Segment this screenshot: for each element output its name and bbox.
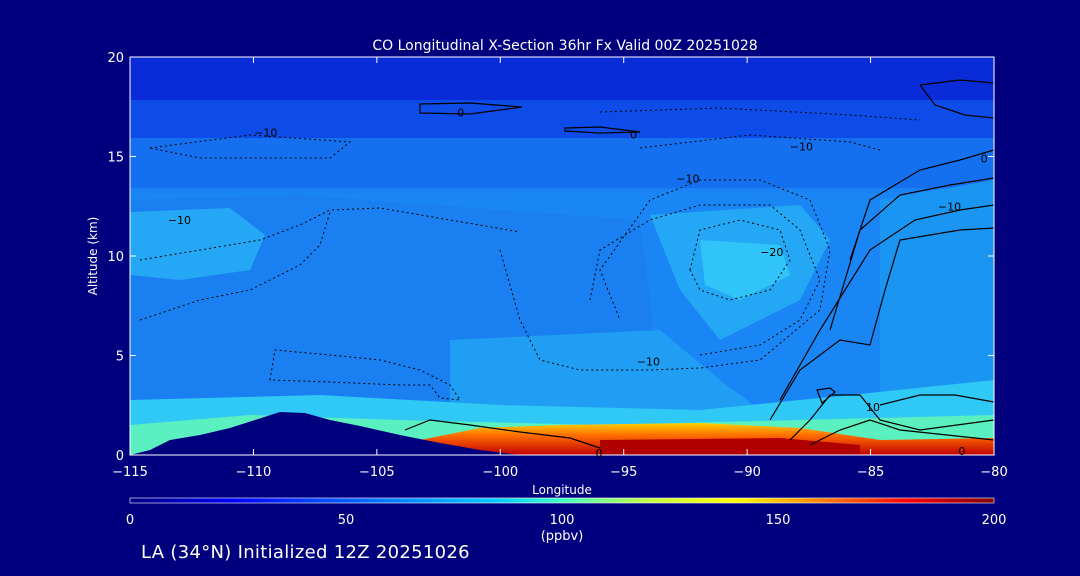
contour-solid-east-8	[879, 394, 994, 406]
y-tick-label: 15	[107, 151, 124, 166]
contour-label: −20	[760, 246, 783, 259]
contour-solid-east-3	[829, 177, 994, 331]
contour-solid-east-4	[779, 204, 994, 401]
contour-solid-boundary-0	[404, 419, 601, 449]
contour-label: 0	[457, 107, 464, 120]
co-field-patch-center-inner	[700, 240, 790, 300]
y-tick-label: 0	[116, 449, 124, 464]
colorbar-ticks: 0 50 100 150 200	[126, 513, 1007, 528]
contour-label: −10	[790, 141, 813, 154]
contour-dashed-center-1	[499, 179, 831, 371]
contour-solid-east-2	[849, 149, 994, 261]
co-field-surface-max	[600, 438, 860, 455]
contour-dashed-center-3	[689, 219, 791, 301]
contour-label: −10	[637, 355, 660, 368]
contour-lines	[404, 79, 994, 449]
y-axis-ticks: 0 5 10 15 20	[107, 51, 994, 464]
colorbar-tick-label: 150	[766, 513, 791, 528]
y-tick-label: 10	[107, 250, 124, 265]
y-tick-label: 20	[107, 51, 124, 66]
co-field-patch-west	[130, 208, 265, 280]
chart-title: CO Longitudinal X-Section 36hr Fx Valid …	[372, 38, 757, 54]
contour-label: −10	[254, 127, 277, 140]
contour-solid-0-small	[564, 126, 641, 134]
contour-label: 0	[981, 152, 988, 165]
colorbar	[129, 497, 995, 504]
x-tick-label: −115	[112, 465, 148, 480]
x-tick-label: −80	[980, 465, 1007, 480]
contour-label: 10	[866, 401, 880, 414]
contour-label: 0	[958, 445, 965, 458]
colorbar-tick-label: 0	[126, 513, 134, 528]
x-tick-label: −95	[610, 465, 637, 480]
x-axis-label: Longitude	[532, 483, 592, 497]
y-axis-label: Altitude (km)	[86, 217, 100, 296]
contour-solid-east-5	[769, 227, 994, 421]
contour-dashed-lower-1	[269, 349, 462, 401]
co-field-band-2	[130, 100, 994, 140]
colorbar-tick-label: 100	[550, 513, 575, 528]
contour-dashed-upper-east	[639, 134, 881, 151]
x-axis-ticks: −115 −110 −105 −100 −95 −90 −85 −80	[112, 57, 1008, 480]
x-tick-label: −85	[857, 465, 884, 480]
contour-labels: 0 0 −10 −10 0 −10 −10 −10 −20 −10 10 0 0	[168, 107, 988, 460]
contour-solid-east-6	[789, 394, 994, 441]
plot-area	[130, 57, 994, 455]
contour-label: −10	[168, 214, 191, 227]
y-tick-label: 5	[116, 350, 124, 365]
colorbar-tick-label: 50	[338, 513, 355, 528]
figure-caption: LA (34°N) Initialized 12Z 20251026	[141, 542, 470, 563]
colorbar-tick-label: 200	[982, 513, 1007, 528]
contour-label: −10	[676, 172, 699, 185]
contour-dashed-lines	[139, 107, 921, 401]
contour-dashed-west	[139, 207, 521, 261]
contour-label: −10	[938, 200, 961, 213]
co-field-patch-lowcenter	[450, 330, 760, 410]
contour-solid-east-7	[809, 419, 994, 446]
co-field-upper-band	[130, 57, 994, 102]
colorbar-unit-label: (ppbv)	[541, 529, 584, 544]
contour-dashed-center-2	[589, 204, 821, 356]
contour-solid-0-upper	[419, 102, 523, 115]
terrain	[130, 412, 520, 455]
x-tick-label: −100	[482, 465, 518, 480]
co-field-patch-east	[880, 180, 994, 420]
contour-label: 0	[596, 447, 603, 460]
contour-solid-east-loop	[816, 387, 836, 405]
x-tick-label: −105	[359, 465, 395, 480]
co-field-band-3	[130, 138, 994, 188]
contour-dashed-upper-strip	[599, 107, 921, 121]
contour-label: 0	[630, 129, 637, 142]
contour-dashed-upper	[149, 134, 352, 159]
x-tick-label: −90	[733, 465, 760, 480]
x-tick-label: −110	[236, 465, 272, 480]
contour-solid-east-1	[919, 79, 994, 119]
